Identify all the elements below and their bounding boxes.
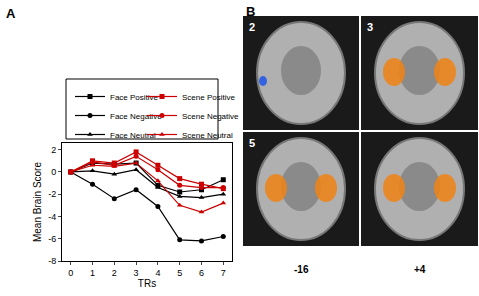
svg-text:-4: -4 xyxy=(48,212,56,222)
svg-text:0: 0 xyxy=(51,167,56,177)
svg-text:4: 4 xyxy=(155,268,160,278)
svg-text:-6: -6 xyxy=(48,234,56,244)
svg-text:2: 2 xyxy=(249,21,255,33)
svg-text:Scene Negative: Scene Negative xyxy=(182,112,239,121)
svg-text:TRs: TRs xyxy=(138,278,156,289)
svg-text:2: 2 xyxy=(112,268,117,278)
svg-text:B: B xyxy=(246,4,255,19)
svg-text:7: 7 xyxy=(221,268,226,278)
svg-text:Scene Neutral: Scene Neutral xyxy=(182,131,233,140)
svg-text:Scene Positive: Scene Positive xyxy=(182,93,235,102)
svg-text:1: 1 xyxy=(90,268,95,278)
svg-text:Face Neutral: Face Neutral xyxy=(110,131,156,140)
svg-text:2: 2 xyxy=(51,145,56,155)
svg-text:Face Negative: Face Negative xyxy=(110,112,162,121)
svg-text:Face Positive: Face Positive xyxy=(110,93,159,102)
svg-text:-16: -16 xyxy=(294,264,309,275)
svg-text:A: A xyxy=(6,6,16,21)
svg-text:-2: -2 xyxy=(48,189,56,199)
svg-text:-8: -8 xyxy=(48,256,56,266)
svg-text:3: 3 xyxy=(134,268,139,278)
svg-text:Mean Brain Score: Mean Brain Score xyxy=(32,162,43,242)
svg-text:0: 0 xyxy=(68,268,73,278)
svg-text:3: 3 xyxy=(367,21,373,33)
svg-text:+4: +4 xyxy=(414,264,426,275)
svg-text:5: 5 xyxy=(249,137,255,149)
svg-text:6: 6 xyxy=(199,268,204,278)
svg-text:5: 5 xyxy=(177,268,182,278)
